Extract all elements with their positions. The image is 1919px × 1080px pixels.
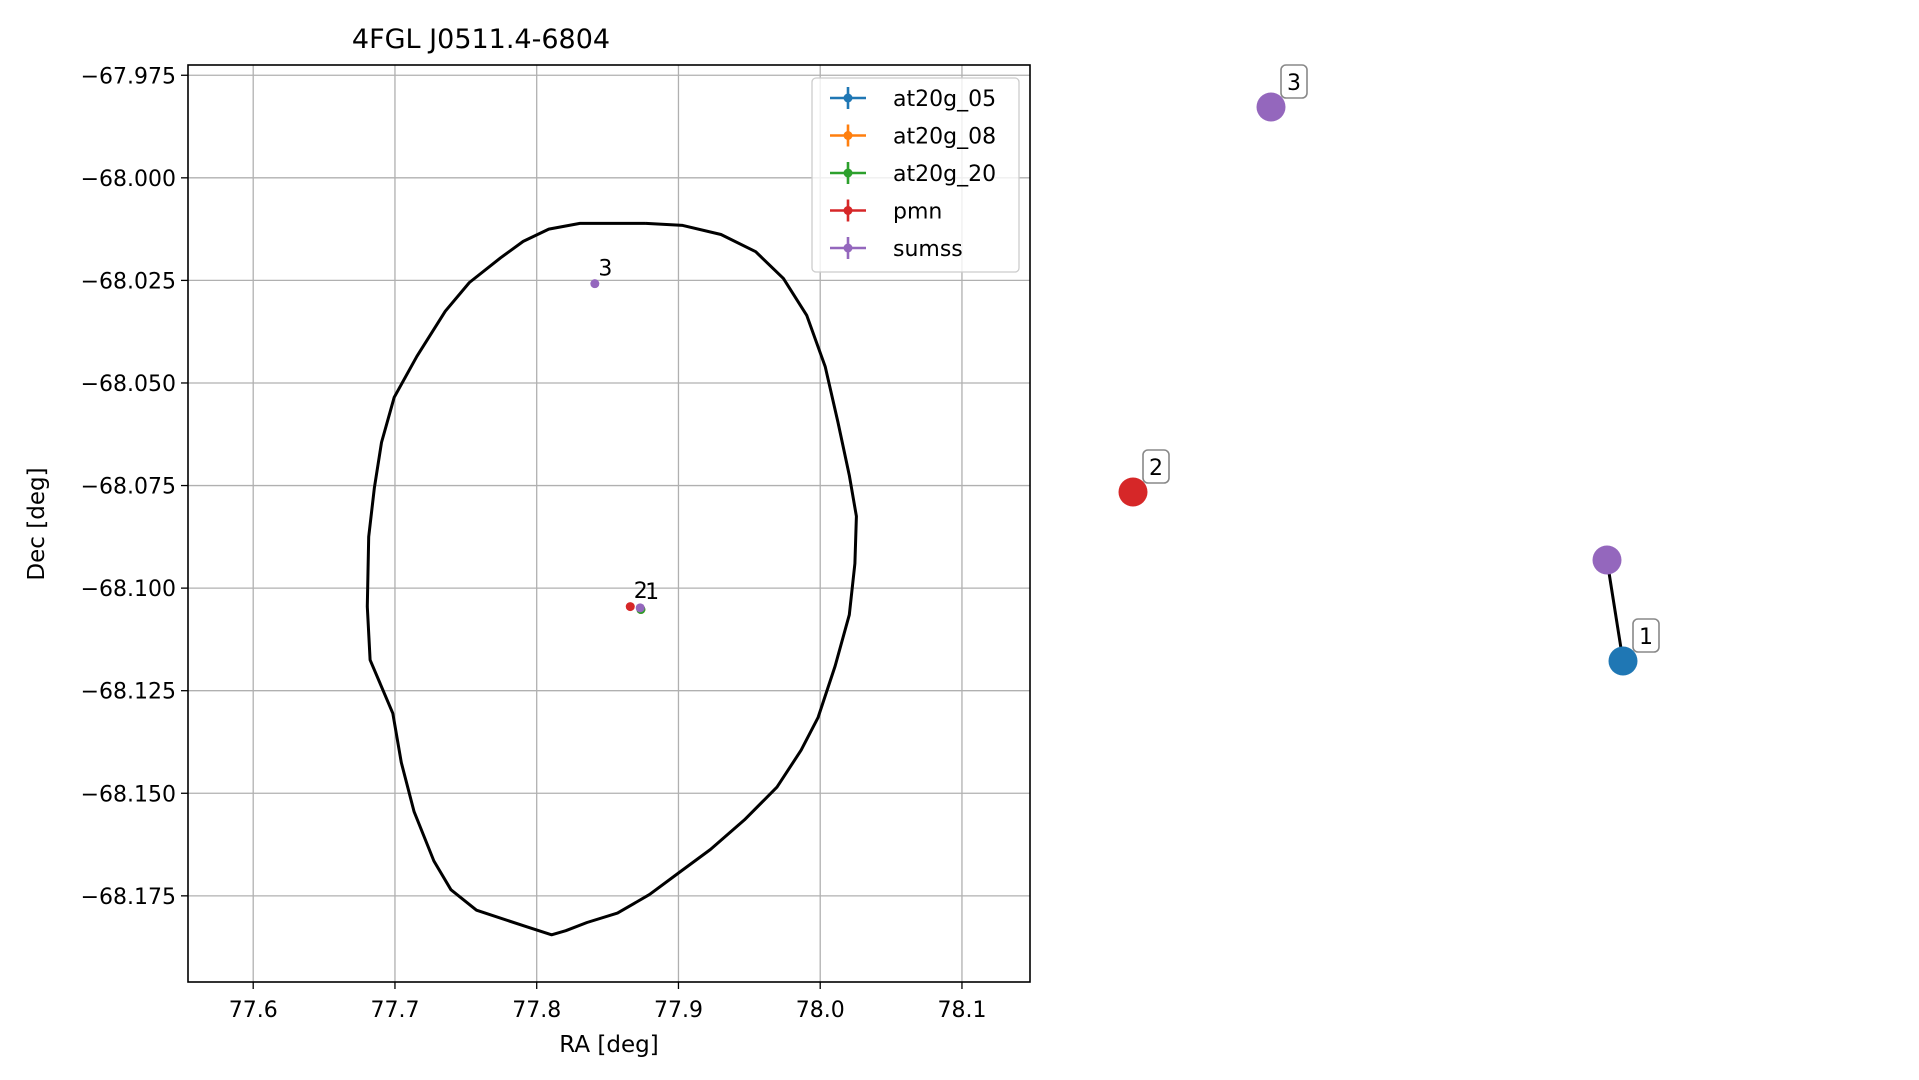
y-axis-label: Dec [deg] <box>24 467 50 580</box>
network-node-label: 1 <box>1639 625 1653 650</box>
legend-marker-dot <box>843 243 853 253</box>
x-axis-ticks: 77.6 77.7 77.8 77.9 78.0 78.1 <box>229 982 986 1023</box>
legend-marker-dot <box>843 206 853 215</box>
uncertainty-ellipse <box>365 221 858 937</box>
network-node-label-box <box>1142 449 1170 484</box>
legend-entry-pmn: pmn <box>830 199 942 225</box>
y-tick-label: −68.175 <box>81 885 176 910</box>
network-edges <box>1605 559 1625 662</box>
y-tick-label: −68.125 <box>81 680 176 705</box>
legend-label: at20g_08 <box>893 125 996 150</box>
x-tick-label: 78.0 <box>796 998 845 1023</box>
legend-entry-at20g_08: at20g_08 <box>830 124 996 150</box>
legend-label: pmn <box>893 200 942 225</box>
chart-title: 4FGL J0511.4-6804 <box>352 24 610 55</box>
legend-box <box>811 77 1020 273</box>
network-node-label: 3 <box>1287 71 1301 96</box>
network-node: 2 <box>1118 449 1170 507</box>
x-tick-label: 77.9 <box>654 998 703 1023</box>
network-node-circle <box>1256 92 1286 122</box>
x-tick-label: 77.6 <box>229 998 278 1023</box>
y-tick-label: −68.150 <box>81 782 176 807</box>
point-annotation-label: 2 <box>634 579 648 604</box>
network-node <box>1592 545 1622 575</box>
source-point-sumss <box>590 279 600 289</box>
network-node-circle <box>1118 477 1148 507</box>
network-node-label-box <box>1632 618 1660 653</box>
network-node: 3 <box>1256 64 1308 122</box>
y-axis-ticks: −67.975 −68.000 −68.025 −68.050 −68.075 −68.1… <box>81 64 188 910</box>
network-node: 1 <box>1608 618 1660 676</box>
point-annotations: 12 3 <box>598 256 659 604</box>
y-tick-label: −68.050 <box>81 372 176 397</box>
x-tick-label: 78.1 <box>937 998 986 1023</box>
legend-marker-dot <box>843 131 853 140</box>
source-point-sumss <box>635 603 645 613</box>
legend-marker-dot <box>843 168 853 178</box>
y-tick-label: −68.100 <box>81 577 176 602</box>
x-tick-label: 77.8 <box>512 998 561 1023</box>
plot-frame <box>187 64 1031 983</box>
network-node-circle <box>1592 545 1622 575</box>
x-tick-label: 77.7 <box>370 998 419 1023</box>
legend-marker-dot <box>843 93 853 103</box>
network-node-label: 2 <box>1149 456 1163 481</box>
point-annotation-label: 1 <box>645 580 659 605</box>
source-point-pmn <box>625 602 635 612</box>
legend-label: sumss <box>893 237 963 262</box>
legend-entry-sumss: sumss <box>830 237 963 262</box>
match-network-panel: 3 2 1 <box>1118 64 1660 676</box>
legend-label: at20g_05 <box>893 87 996 112</box>
network-node-circle <box>1608 646 1638 676</box>
source-points <box>590 279 646 614</box>
legend-entry-at20g_20: at20g_20 <box>830 162 996 187</box>
network-edge <box>1605 559 1625 662</box>
y-tick-label: −68.075 <box>81 475 176 500</box>
x-axis-label: RA [deg] <box>559 1032 658 1058</box>
network-node-label-box <box>1280 64 1308 99</box>
network-nodes: 3 2 1 <box>1118 64 1660 676</box>
point-annotation-label: 3 <box>598 256 612 281</box>
legend-entry-at20g_05: at20g_05 <box>830 87 996 112</box>
legend-label: at20g_20 <box>893 162 996 187</box>
ra-dec-chart: 4FGL J0511.4-6804 12 3 77.6 77.7 77.8 77.9 78… <box>24 24 1031 1058</box>
y-tick-label: −68.025 <box>81 269 176 294</box>
uncertainty-ellipse-layer <box>365 221 858 937</box>
y-tick-label: −67.975 <box>81 64 176 89</box>
y-tick-label: −68.000 <box>81 167 176 192</box>
